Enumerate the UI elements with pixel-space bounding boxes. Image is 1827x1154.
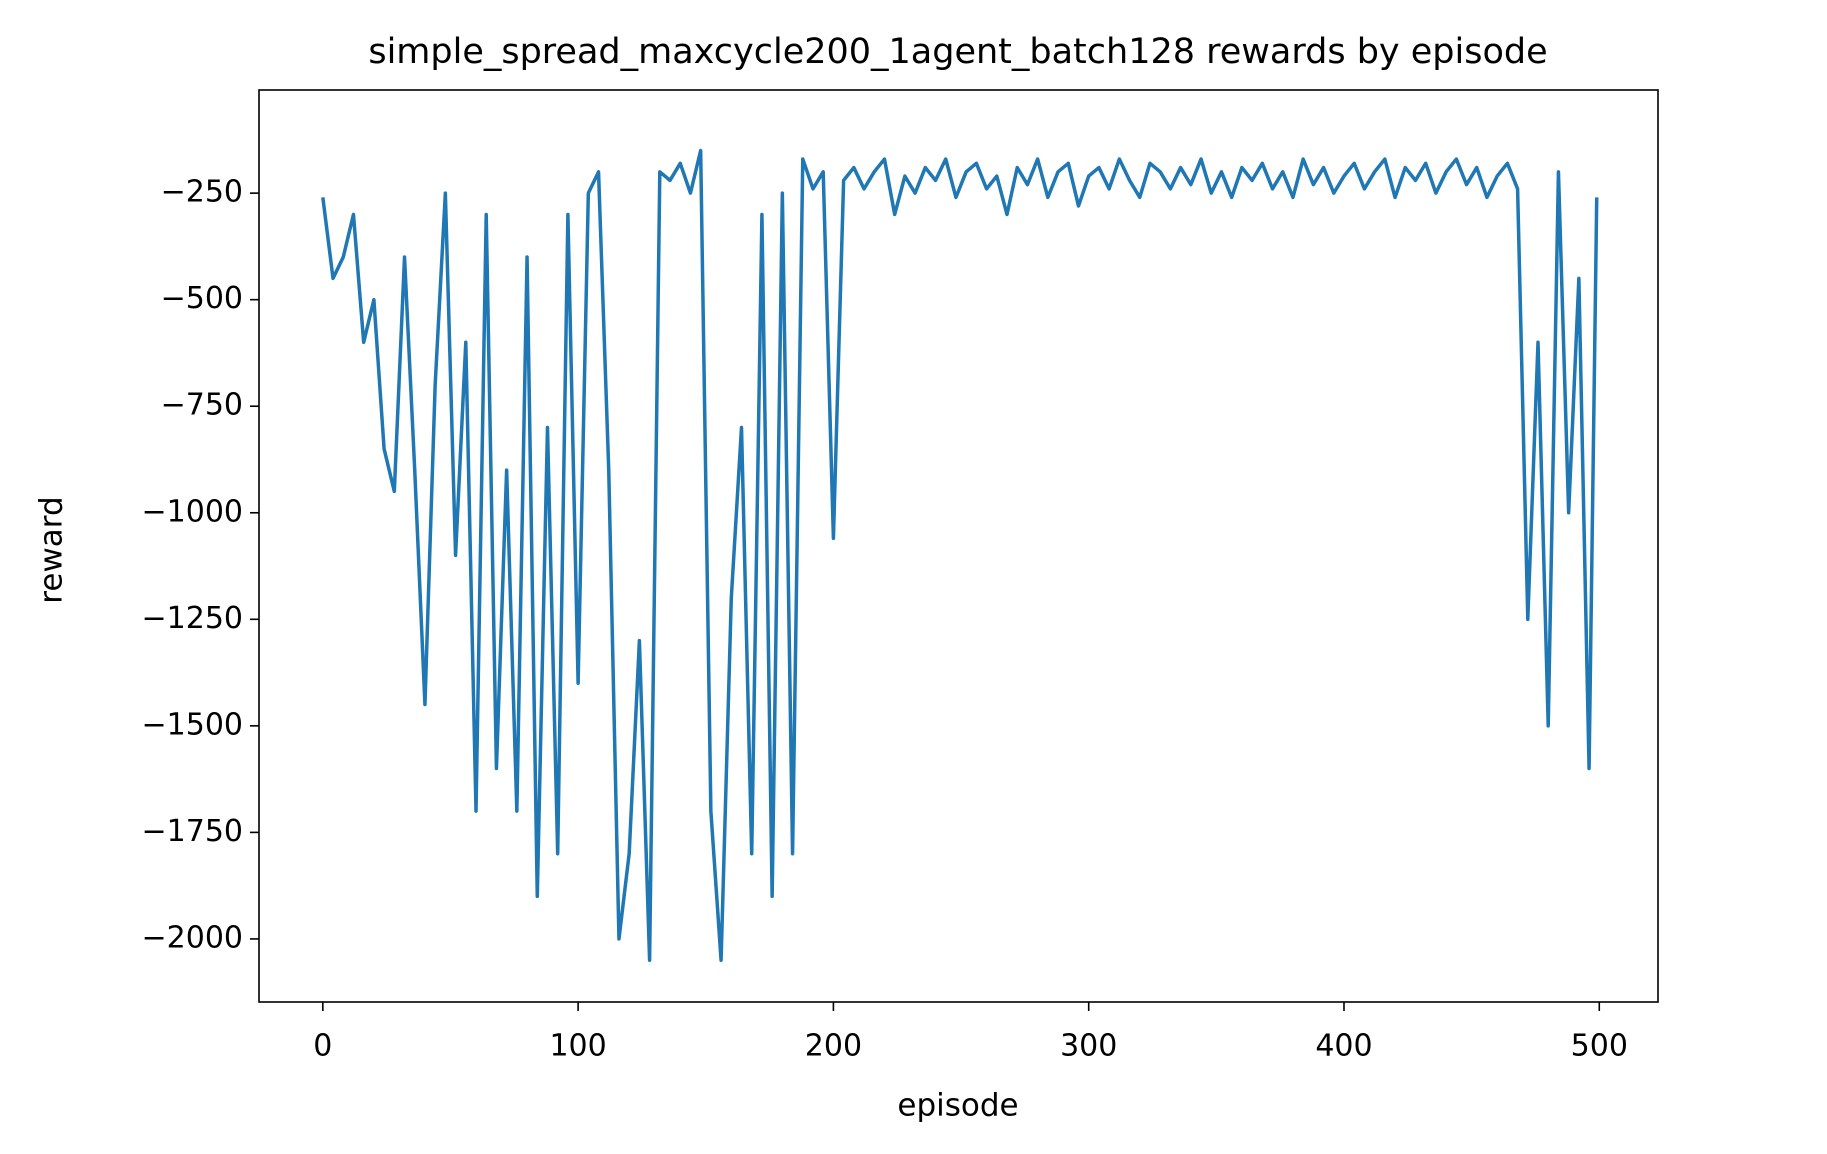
y-tick-label: −1000 xyxy=(142,494,243,529)
y-tick-label: −750 xyxy=(161,388,243,423)
y-axis-label: reward xyxy=(34,496,70,603)
y-tick-label: −2000 xyxy=(142,920,243,955)
x-axis-label: episode xyxy=(897,1088,1018,1124)
x-tick-label: 300 xyxy=(1060,1029,1117,1064)
x-tick-label: 200 xyxy=(805,1029,862,1064)
chart-title: simple_spread_maxcycle200_1agent_batch12… xyxy=(368,32,1547,72)
x-tick-label: 100 xyxy=(549,1029,606,1064)
data-line xyxy=(321,148,1599,962)
y-tick-label: −500 xyxy=(161,281,243,316)
y-tick-label: −1500 xyxy=(142,707,243,742)
x-tick-label: 500 xyxy=(1571,1029,1628,1064)
y-tick-label: −1750 xyxy=(142,814,243,849)
plot-frame xyxy=(258,89,1659,1003)
x-tick-label: 400 xyxy=(1315,1029,1372,1064)
y-tick-label: −1250 xyxy=(142,601,243,636)
y-tick-label: −250 xyxy=(161,175,243,210)
x-tick-label: 0 xyxy=(313,1029,332,1064)
